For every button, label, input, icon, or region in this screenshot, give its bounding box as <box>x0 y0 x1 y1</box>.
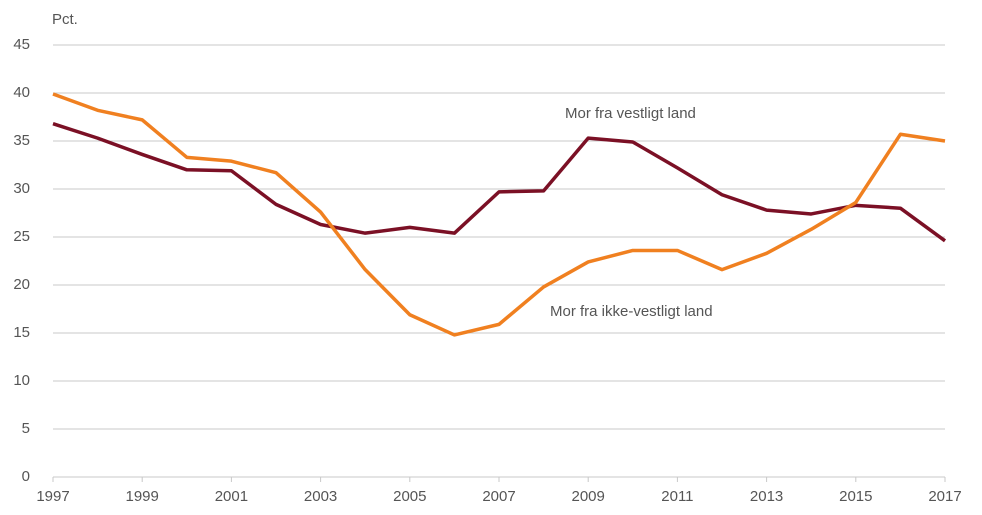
x-tick-label: 2005 <box>393 488 426 505</box>
y-tick-label: 5 <box>22 420 30 437</box>
y-tick-label: 25 <box>13 228 30 245</box>
y-tick-label: 35 <box>13 132 30 149</box>
series-line <box>52 122 947 243</box>
x-tick-label: 2007 <box>482 488 515 505</box>
x-tick-label: 1999 <box>126 488 159 505</box>
y-tick-label: 20 <box>13 276 30 293</box>
x-tick-label: 2011 <box>661 488 693 505</box>
x-tick-label: 2013 <box>750 488 783 505</box>
y-tick-label: 0 <box>22 468 30 485</box>
series-line <box>52 92 946 337</box>
x-tick-label: 1997 <box>36 488 69 505</box>
x-tick-label: 2015 <box>839 488 872 505</box>
y-tick-label: 40 <box>13 84 30 101</box>
y-tick-label: 45 <box>13 36 30 53</box>
y-tick-label: 10 <box>13 372 30 389</box>
x-tick-label: 2017 <box>928 488 961 505</box>
y-tick-label: 30 <box>13 180 30 197</box>
x-tick-label: 2001 <box>215 488 248 505</box>
series-label: Mor fra vestligt land <box>565 105 696 122</box>
x-tick-label: 2009 <box>572 488 605 505</box>
y-tick-label: 15 <box>13 324 30 341</box>
series-label: Mor fra ikke-vestligt land <box>550 303 713 320</box>
y-axis-label: Pct. <box>52 11 78 28</box>
x-tick-label: 2003 <box>304 488 337 505</box>
